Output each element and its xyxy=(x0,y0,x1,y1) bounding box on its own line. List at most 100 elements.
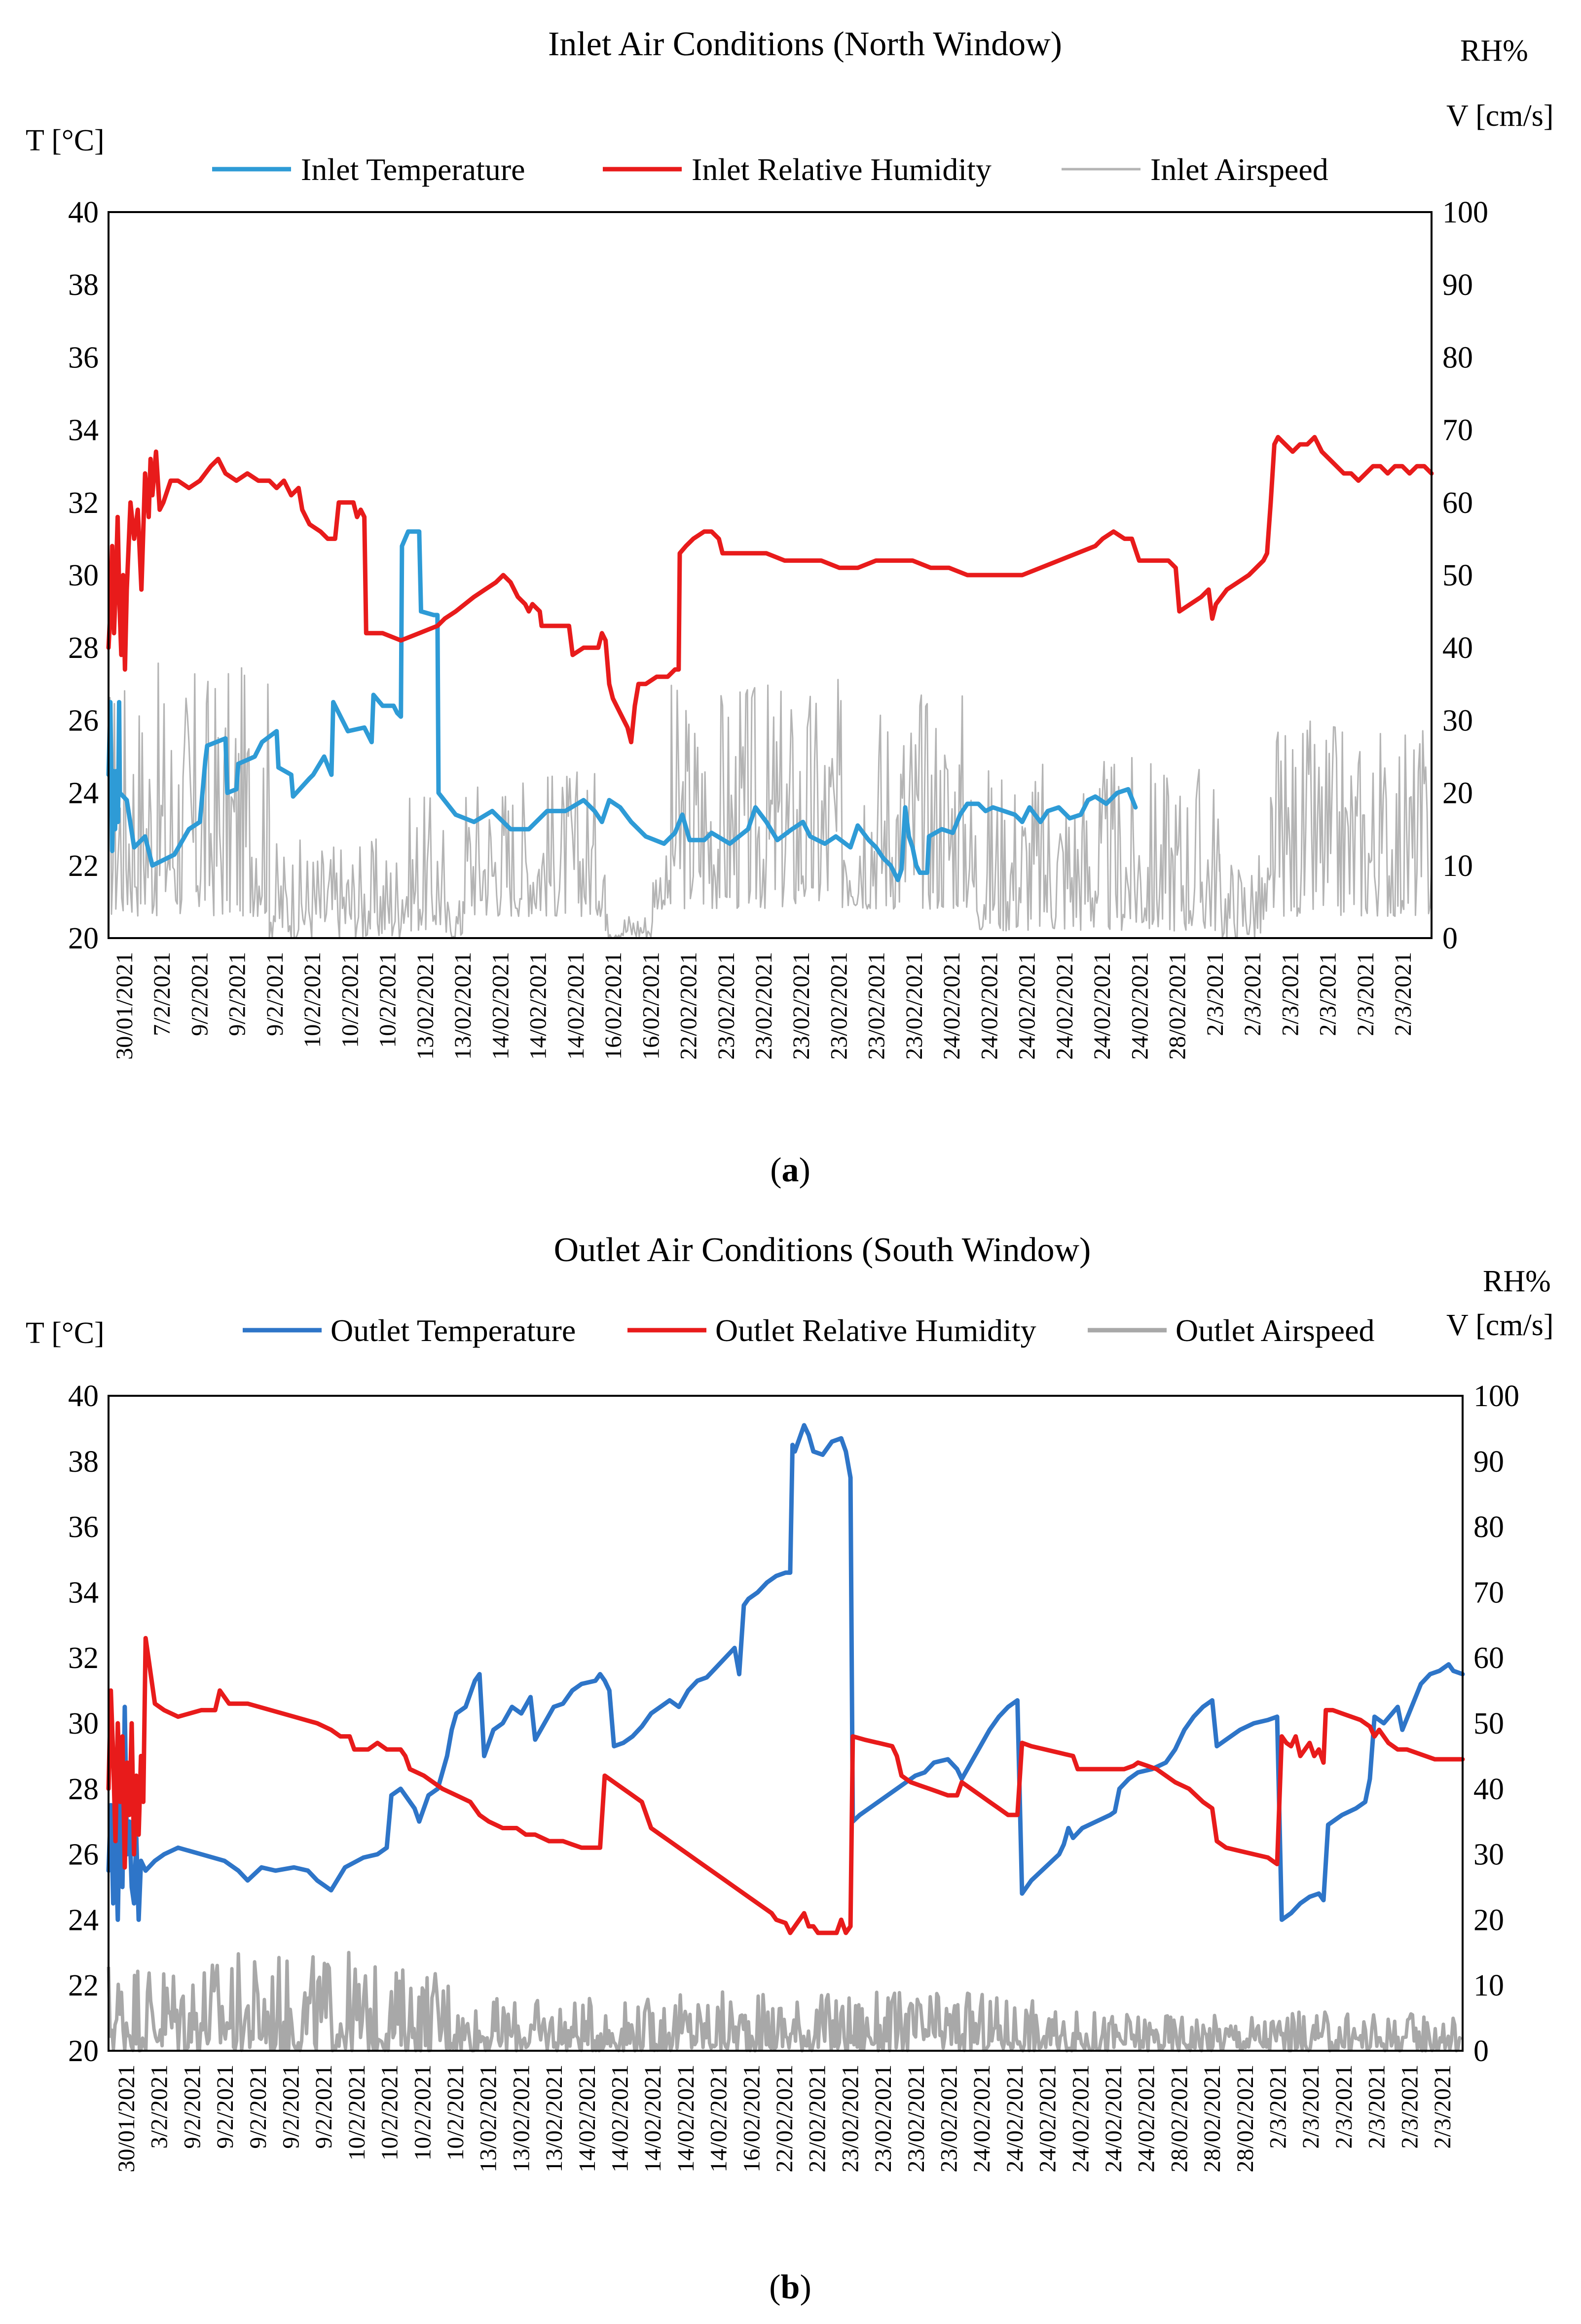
chart-b-x-tick-label: 9/2/2021 xyxy=(245,2065,271,2149)
chart-a-x-tick-label: 10/2/2021 xyxy=(375,952,401,1048)
chart-b-left-tick-label: 26 xyxy=(68,1838,99,1872)
chart-a-x-tick-label: 9/2/2021 xyxy=(224,952,251,1036)
chart-a-x-tick-label: 23/02/2021 xyxy=(713,952,739,1060)
chart-b-left-tick-label: 40 xyxy=(68,1380,99,1413)
chart-a-left-ticks: 40 38 36 34 32 30 28 26 24 22 20 xyxy=(68,196,99,955)
chart-a-left-tick-label: 28 xyxy=(68,631,99,665)
caption-a-open: ( xyxy=(770,1151,781,1189)
chart-b-x-tick-label: 13/02/2021 xyxy=(508,2065,534,2173)
chart-b-plot-frame xyxy=(108,1395,1464,2052)
chart-a-series-inlet-airspeed xyxy=(108,662,1433,939)
chart-a-x-tick-label: 24/02/2021 xyxy=(1089,952,1115,1060)
chart-b-x-tick-label: 22/02/2021 xyxy=(772,2065,798,2173)
chart-a-x-tick-label: 7/2/2021 xyxy=(149,952,175,1036)
chart-b-x-tick-label: 28/02/2021 xyxy=(1232,2065,1258,2173)
chart-b-right-tick-label: 50 xyxy=(1473,1707,1504,1741)
chart-a-x-tick-label: 14/02/2021 xyxy=(525,952,552,1060)
chart-b-x-tick-label: 9/2/2021 xyxy=(179,2065,205,2149)
chart-b-x-tick-label: 22/02/2021 xyxy=(805,2065,831,2173)
chart-a-x-tick-label: 2/3/2021 xyxy=(1315,952,1341,1036)
chart-b-x-tick-label: 9/2/2021 xyxy=(212,2065,238,2149)
chart-b: Outlet Air Conditions (South Window) T [… xyxy=(26,1231,1554,2306)
chart-a-x-ticks: 30/01/2021 7/2/2021 9/2/2021 9/2/2021 9/2/20… xyxy=(111,952,1416,1060)
chart-a-right-tick-label: 0 xyxy=(1442,922,1458,955)
chart-b-x-tick-label: 23/02/2021 xyxy=(870,2065,896,2173)
chart-b-x-tick-label: 2/3/2021 xyxy=(1430,2065,1456,2149)
chart-b-x-tick-label: 24/02/2021 xyxy=(1035,2065,1061,2173)
chart-a-x-tick-label: 23/02/2021 xyxy=(864,952,890,1060)
chart-b-x-tick-label: 2/3/2021 xyxy=(1397,2065,1423,2149)
chart-b-series-outlet-relative-humidity xyxy=(106,1635,1465,1935)
chart-b-right-tick-label: 0 xyxy=(1473,2034,1489,2068)
chart-b-right-tick-label: 30 xyxy=(1473,1838,1504,1872)
caption-a-letter: a xyxy=(782,1151,799,1189)
chart-a-x-tick-label: 2/3/2021 xyxy=(1353,952,1379,1036)
chart-a-x-tick-label: 10/2/2021 xyxy=(299,952,326,1048)
chart-a-x-tick-label: 14/02/2021 xyxy=(487,952,514,1060)
chart-b-x-tick-label: 23/02/2021 xyxy=(903,2065,929,2173)
chart-b-right-tick-label: 90 xyxy=(1473,1445,1504,1479)
chart-b-left-tick-label: 30 xyxy=(68,1707,99,1741)
chart-a-x-tick-label: 23/02/2021 xyxy=(751,952,777,1060)
chart-a-x-tick-label: 9/2/2021 xyxy=(186,952,213,1036)
chart-a-right-tick-label: 90 xyxy=(1442,268,1473,302)
chart-b-x-tick-label: 13/02/2021 xyxy=(476,2065,502,2173)
legend-label-inlet-relative-humidity: Inlet Relative Humidity xyxy=(692,152,992,187)
chart-b-x-tick-label: 9/2/2021 xyxy=(278,2065,304,2149)
chart-a-plot-frame xyxy=(108,211,1433,939)
chart-b-left-tick-label: 28 xyxy=(68,1773,99,1806)
chart-a-right-tick-label: 60 xyxy=(1442,486,1473,520)
chart-b-x-tick-label: 2/3/2021 xyxy=(1364,2065,1390,2149)
chart-b-x-tick-label: 30/01/2021 xyxy=(113,2065,140,2173)
chart-a-x-tick-label: 2/3/2021 xyxy=(1390,952,1416,1036)
chart-b-x-tick-label: 16/02/2021 xyxy=(738,2065,765,2173)
chart-a-left-tick-label: 20 xyxy=(68,922,99,955)
chart-a-right-tick-label: 50 xyxy=(1442,559,1473,592)
chart-a-x-tick-label: 30/01/2021 xyxy=(111,952,138,1060)
chart-a-x-tick-label: 9/2/2021 xyxy=(262,952,288,1036)
chart-b-x-tick-label: 24/02/2021 xyxy=(1134,2065,1160,2173)
chart-b-x-tick-label: 23/02/2021 xyxy=(837,2065,863,2173)
legend-label-inlet-temperature: Inlet Temperature xyxy=(301,152,525,187)
chart-a-right-tick-label: 100 xyxy=(1442,196,1488,229)
chart-b-left-tick-label: 38 xyxy=(68,1445,99,1479)
chart-a-series xyxy=(106,435,1434,939)
legend-label-outlet-temperature: Outlet Temperature xyxy=(331,1313,576,1348)
caption-a-close: ) xyxy=(799,1151,810,1189)
chart-a-x-tick-label: 2/3/2021 xyxy=(1277,952,1303,1036)
caption-b-open: ( xyxy=(769,2268,780,2306)
chart-a-right-tick-label: 70 xyxy=(1442,414,1473,447)
chart-a-left-axis-label: T [°C] xyxy=(26,124,105,157)
chart-a-right-tick-label: 30 xyxy=(1442,704,1473,737)
chart-b-left-tick-label: 32 xyxy=(68,1641,99,1675)
chart-a-x-tick-label: 13/02/2021 xyxy=(450,952,476,1060)
caption-b-close: ) xyxy=(800,2268,811,2306)
chart-a-x-tick-label: 14/02/2021 xyxy=(563,952,589,1060)
chart-a-left-tick-label: 30 xyxy=(68,559,99,592)
chart-b-left-tick-label: 24 xyxy=(68,1903,99,1937)
chart-a-left-tick-label: 32 xyxy=(68,486,99,520)
chart-a-x-tick-label: 28/02/2021 xyxy=(1165,952,1191,1060)
chart-a-x-tick-label: 16/02/2021 xyxy=(600,952,626,1060)
chart-b-right-tick-label: 60 xyxy=(1473,1641,1504,1675)
chart-a-right-tick-label: 10 xyxy=(1442,849,1473,883)
chart-a-series-inlet-relative-humidity xyxy=(106,435,1434,745)
chart-b-x-tick-label: 28/02/2021 xyxy=(1199,2065,1225,2173)
chart-b-left-tick-label: 20 xyxy=(68,2034,99,2068)
chart-a-x-tick-label: 2/3/2021 xyxy=(1202,952,1228,1036)
chart-a-x-tick-label: 16/02/2021 xyxy=(638,952,664,1060)
chart-a-right-tick-label: 40 xyxy=(1442,631,1473,665)
caption-a: (a) xyxy=(770,1151,810,1189)
chart-a-x-tick-label: 10/2/2021 xyxy=(337,952,363,1048)
chart-b-right-tick-label: 20 xyxy=(1473,1903,1504,1937)
legend-label-outlet-airspeed: Outlet Airspeed xyxy=(1176,1313,1374,1348)
chart-a-left-tick-label: 26 xyxy=(68,704,99,737)
chart-b-x-tick-label: 3/2/2021 xyxy=(147,2065,173,2149)
chart-a-right-tick-label: 80 xyxy=(1442,341,1473,374)
caption-b-letter: b xyxy=(781,2268,800,2306)
chart-b-right-axis-label-v: V [cm/s] xyxy=(1446,1308,1554,1342)
chart-b-left-tick-label: 22 xyxy=(68,1969,99,2002)
